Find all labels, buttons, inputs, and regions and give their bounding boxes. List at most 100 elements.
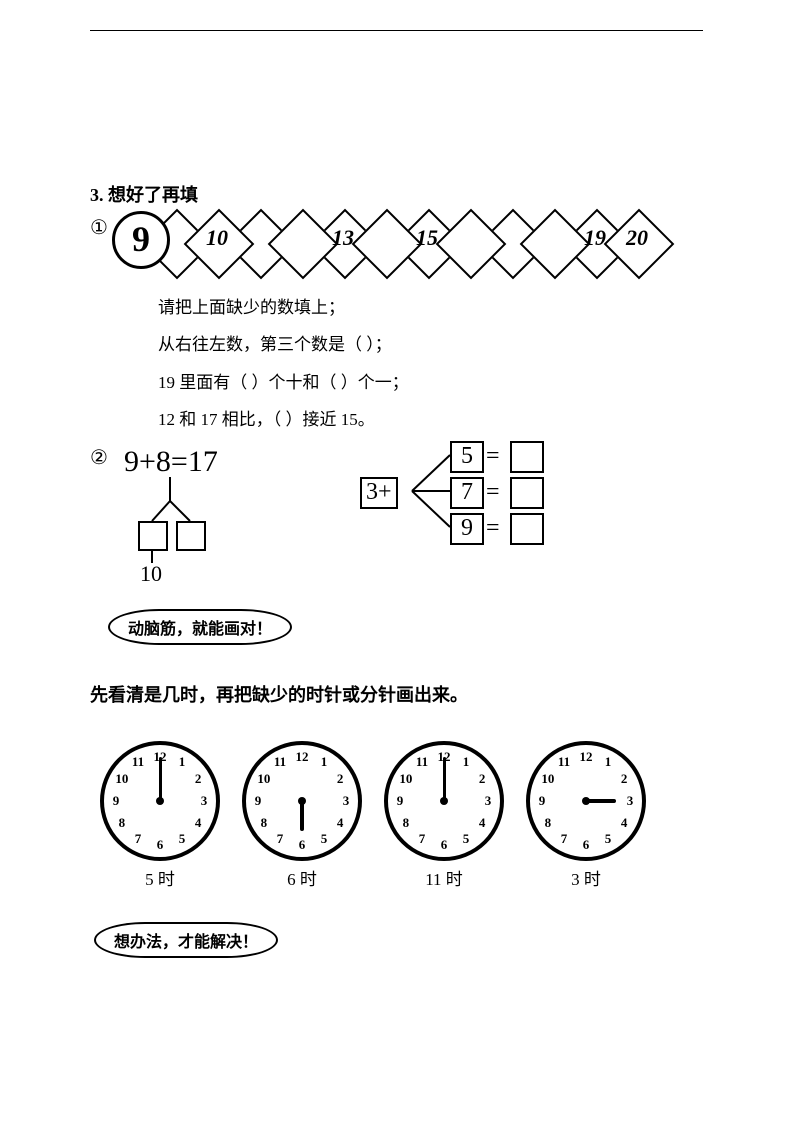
clock-num-12: 12 — [292, 749, 312, 765]
clock-num-5: 5 — [314, 831, 334, 847]
clock-num-5: 5 — [456, 831, 476, 847]
split-under-label: 10 — [140, 561, 162, 587]
equation-block: 9+8=17 10 — [118, 445, 284, 587]
clock-num-11: 11 — [270, 754, 290, 770]
clock-num-11: 11 — [128, 754, 148, 770]
clock-2: 1212345678910116 时 — [242, 741, 362, 890]
eq2: = — [486, 479, 500, 506]
clock-num-8: 8 — [538, 815, 558, 831]
clocks-title: 先看清是几时，再把缺少的时针或分针画出来。 — [90, 681, 703, 707]
branch-ans1[interactable] — [510, 441, 544, 473]
split-box-right[interactable] — [176, 521, 206, 551]
clock-pivot — [298, 797, 306, 805]
hour-hand — [586, 799, 616, 803]
clock-num-10: 10 — [396, 771, 416, 787]
clock-num-12: 12 — [576, 749, 596, 765]
split-box-left[interactable] — [138, 521, 168, 551]
clock-num-4: 4 — [614, 815, 634, 831]
clock-label-4: 3 时 — [526, 865, 646, 890]
clock-1: 1212345678910115 时 — [100, 741, 220, 890]
clock-num-1: 1 — [456, 754, 476, 770]
clock-num-7: 7 — [128, 831, 148, 847]
clock-num-6: 6 — [292, 837, 312, 853]
clock-num-1: 1 — [598, 754, 618, 770]
clock-num-2: 2 — [188, 771, 208, 787]
clock-num-4: 4 — [472, 815, 492, 831]
minute-hand — [443, 757, 446, 801]
minute-hand — [159, 757, 162, 801]
hint-bubble-1: 动脑筋，就能画对！ — [108, 609, 292, 645]
top-rule — [90, 30, 703, 31]
equation-text: 9+8=17 — [124, 445, 284, 479]
clock-4: 1212345678910113 时 — [526, 741, 646, 890]
branch-r2: 7 — [450, 477, 484, 509]
clock-num-9: 9 — [248, 793, 268, 809]
clock-num-6: 6 — [434, 837, 454, 853]
branch-diagram: 3+ 5 = 7 = 9 = — [354, 439, 564, 549]
branch-r3: 9 — [450, 513, 484, 545]
clock-num-5: 5 — [172, 831, 192, 847]
clock-num-7: 7 — [412, 831, 432, 847]
clock-num-5: 5 — [598, 831, 618, 847]
clock-label-2: 6 时 — [242, 865, 362, 890]
diamond-label-15: 15 — [402, 225, 452, 251]
clock-num-3: 3 — [620, 793, 640, 809]
clock-num-2: 2 — [330, 771, 350, 787]
page: 3. 想好了再填 ① 9 1013151920 请把上面缺少的数填上； 从右往左… — [0, 0, 793, 1122]
clock-num-9: 9 — [106, 793, 126, 809]
clock-num-2: 2 — [614, 771, 634, 787]
clock-num-3: 3 — [478, 793, 498, 809]
clock-pivot — [156, 797, 164, 805]
item-1-questions: 请把上面缺少的数填上； 从右往左数，第三个数是（ ）； 19 里面有（ ）个十和… — [158, 289, 703, 439]
q2: 从右往左数，第三个数是（ ）； — [158, 326, 703, 363]
hint-bubble-2: 想办法，才能解决！ — [94, 922, 278, 958]
clock-num-8: 8 — [112, 815, 132, 831]
clock-num-8: 8 — [254, 815, 274, 831]
split-diagram: 10 — [144, 477, 284, 587]
q1: 请把上面缺少的数填上； — [158, 289, 703, 326]
diamond-label-20: 20 — [612, 225, 662, 251]
clock-num-4: 4 — [330, 815, 350, 831]
clock-pivot — [440, 797, 448, 805]
section-3-title: 3. 想好了再填 — [90, 181, 703, 207]
clock-face-1[interactable]: 121234567891011 — [100, 741, 220, 861]
clock-num-10: 10 — [254, 771, 274, 787]
branch-ans3[interactable] — [510, 513, 544, 545]
clock-num-10: 10 — [112, 771, 132, 787]
branch-left-box: 3+ — [360, 477, 398, 509]
clock-face-3[interactable]: 121234567891011 — [384, 741, 504, 861]
clock-face-4[interactable]: 121234567891011 — [526, 741, 646, 861]
clock-num-4: 4 — [188, 815, 208, 831]
clock-num-7: 7 — [270, 831, 290, 847]
clock-face-2[interactable]: 121234567891011 — [242, 741, 362, 861]
clock-num-10: 10 — [538, 771, 558, 787]
clock-num-6: 6 — [576, 837, 596, 853]
clock-3: 12123456789101111 时 — [384, 741, 504, 890]
q4: 12 和 17 相比，（ ）接近 15。 — [158, 401, 703, 438]
item-2-marker: ② — [90, 445, 118, 470]
leading-circle-9: 9 — [112, 211, 170, 269]
eq1: = — [486, 443, 500, 470]
clock-num-3: 3 — [194, 793, 214, 809]
eq3: = — [486, 515, 500, 542]
diamond-label-10: 10 — [192, 225, 242, 251]
clock-num-8: 8 — [396, 815, 416, 831]
branch-r1: 5 — [450, 441, 484, 473]
clock-num-1: 1 — [314, 754, 334, 770]
clock-num-9: 9 — [390, 793, 410, 809]
clock-num-11: 11 — [412, 754, 432, 770]
clocks-row: 1212345678910115 时1212345678910116 时1212… — [100, 741, 703, 890]
clock-num-1: 1 — [172, 754, 192, 770]
clock-num-9: 9 — [532, 793, 552, 809]
item-2-row: ② 9+8=17 10 3+ 5 — [90, 445, 703, 587]
clock-num-3: 3 — [336, 793, 356, 809]
clock-num-2: 2 — [472, 771, 492, 787]
q3: 19 里面有（ ）个十和（ ）个一； — [158, 364, 703, 401]
diamond-label-13: 13 — [318, 225, 368, 251]
clock-num-7: 7 — [554, 831, 574, 847]
clock-label-3: 11 时 — [384, 865, 504, 890]
hour-hand — [300, 801, 304, 831]
branch-ans2[interactable] — [510, 477, 544, 509]
clock-pivot — [582, 797, 590, 805]
clock-label-1: 5 时 — [100, 865, 220, 890]
